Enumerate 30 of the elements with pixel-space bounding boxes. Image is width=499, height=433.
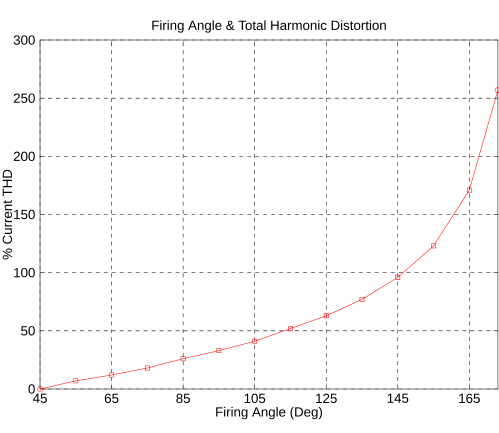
x-tick-label: 85 <box>176 394 190 404</box>
y-tick-label: 250 <box>14 94 35 103</box>
y-axis-title: % Current THD <box>2 170 12 260</box>
point <box>252 338 258 344</box>
point <box>216 348 222 354</box>
point <box>73 378 78 384</box>
x-axis-title: Firing Angle (Deg) <box>216 406 322 420</box>
point <box>180 356 186 362</box>
point <box>466 188 472 192</box>
y-tick-label: 0 <box>28 384 35 394</box>
point <box>144 366 150 370</box>
y-tick-label: 100 <box>14 268 35 278</box>
chart-title: Firing Angle & Total Harmonic Distortion <box>152 20 386 33</box>
point <box>288 326 293 331</box>
point <box>38 386 42 392</box>
point <box>360 297 364 302</box>
point <box>395 274 400 280</box>
x-tick-label: 65 <box>104 394 118 404</box>
y-tick-label: 200 <box>14 152 35 162</box>
x-tick-label: 105 <box>244 394 266 404</box>
point <box>324 313 329 318</box>
x-tick-label: 165 <box>459 394 480 404</box>
point <box>431 244 436 248</box>
y-tick-label: 300 <box>14 35 35 45</box>
point <box>109 372 114 378</box>
x-tick-label: 145 <box>388 394 408 403</box>
x-tick-label: 125 <box>316 394 337 404</box>
x-tick-label: 45 <box>32 394 47 403</box>
y-tick-label: 50 <box>21 326 35 336</box>
y-tick-label: 150 <box>14 210 35 220</box>
